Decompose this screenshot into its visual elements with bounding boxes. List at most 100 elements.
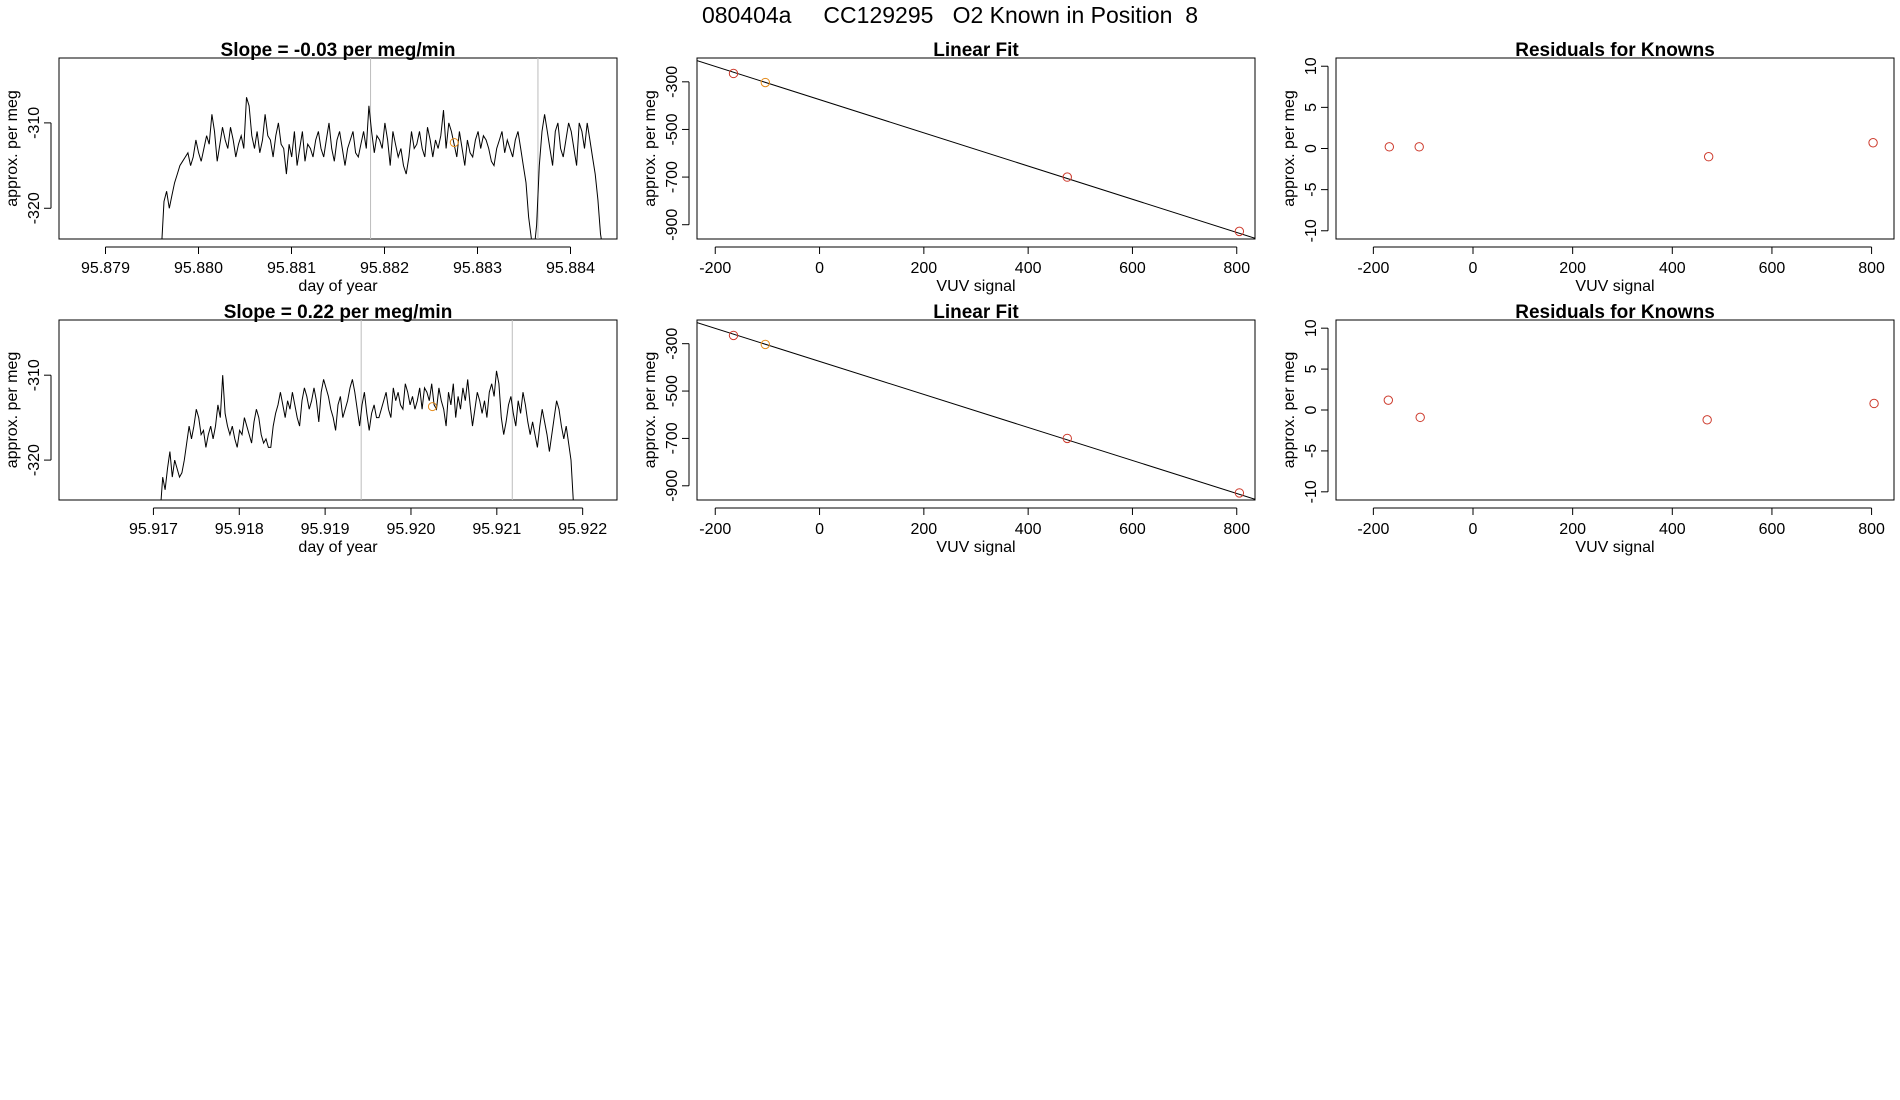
- y-tick-label: 5: [1303, 103, 1320, 112]
- x-tick-label: 600: [1759, 260, 1786, 277]
- data-point: [1383, 395, 1394, 405]
- y-axis-label: approx. per meg: [4, 90, 21, 207]
- x-tick-label: 95.884: [546, 260, 595, 277]
- plot-title: Slope = 0.22 per meg/min: [224, 302, 453, 323]
- y-tick-label: -10: [1303, 219, 1320, 242]
- x-tick-label: 600: [1119, 521, 1146, 538]
- plot-title: Slope = -0.03 per meg/min: [221, 40, 456, 61]
- y-tick-label: -310: [26, 359, 43, 391]
- chart-panel-6: Residuals for Knowns -200 0 200 400 600 800 VUV…: [1281, 302, 1895, 556]
- x-tick-label: 95.883: [453, 260, 502, 277]
- chart-panel-3: Residuals for Knowns -200 0 200 400 600 800 VUV…: [1281, 40, 1895, 295]
- x-axis-label: VUV signal: [936, 539, 1015, 556]
- x-tick-label: 0: [1469, 521, 1478, 538]
- highlight-point: [449, 138, 459, 148]
- data-point: [1234, 226, 1245, 237]
- series-line: [161, 97, 602, 239]
- x-tick-label: 800: [1223, 521, 1250, 538]
- plot-frame: [696, 319, 1256, 501]
- x-tick-label: 400: [1659, 260, 1686, 277]
- y-tick-label: -5: [1303, 182, 1320, 196]
- x-axis-label: VUV signal: [936, 278, 1015, 295]
- plot-area: [1384, 138, 1878, 162]
- y-tick-label: -500: [664, 375, 681, 407]
- x-tick-label: 200: [910, 521, 937, 538]
- x-axis-label: VUV signal: [1575, 539, 1654, 556]
- y-tick-label: -320: [26, 192, 43, 224]
- y-tick-label: -300: [664, 328, 681, 360]
- x-tick-label: 400: [1015, 521, 1042, 538]
- x-tick-label: 600: [1119, 260, 1146, 277]
- x-tick-label: 95.881: [267, 260, 316, 277]
- x-tick-label: 600: [1759, 521, 1786, 538]
- plot-area: [697, 322, 1255, 500]
- y-axis-label: approx. per meg: [1281, 352, 1298, 469]
- data-point: [1869, 398, 1879, 409]
- series-line: [160, 370, 574, 500]
- y-tick-label: 5: [1303, 365, 1320, 374]
- x-tick-label: 200: [910, 260, 937, 277]
- y-tick-label: 0: [1303, 144, 1320, 153]
- x-tick-label: 0: [815, 260, 824, 277]
- plot-area: [697, 60, 1255, 239]
- x-tick-label: 95.880: [174, 260, 223, 277]
- plot-area: [161, 58, 602, 239]
- x-tick-label: 95.921: [472, 521, 521, 538]
- y-tick-label: 10: [1303, 319, 1320, 337]
- plot-title: Linear Fit: [933, 40, 1019, 61]
- x-tick-label: 95.917: [129, 521, 178, 538]
- plot-frame: [1335, 57, 1895, 240]
- y-tick-label: -500: [664, 113, 681, 145]
- x-tick-label: 800: [1223, 260, 1250, 277]
- fit-line: [697, 60, 1255, 239]
- plot-frame: [696, 57, 1256, 240]
- x-tick-label: 800: [1858, 260, 1885, 277]
- x-tick-label: -200: [1357, 521, 1389, 538]
- data-point: [760, 77, 771, 88]
- y-tick-label: -700: [664, 422, 681, 454]
- x-tick-label: -200: [699, 521, 731, 538]
- data-point: [1234, 488, 1245, 498]
- y-tick-label: -900: [664, 470, 681, 502]
- plot-title: Residuals for Knowns: [1515, 40, 1715, 61]
- plot-title: Linear Fit: [933, 302, 1019, 323]
- y-tick-label: -310: [26, 107, 43, 139]
- x-tick-label: 400: [1015, 260, 1042, 277]
- data-point: [1414, 142, 1424, 152]
- data-point: [760, 339, 771, 350]
- y-tick-label: 0: [1303, 405, 1320, 414]
- plot-area: [160, 320, 574, 500]
- y-tick-label: -5: [1303, 444, 1320, 458]
- chart-panel-2: Linear Fit -200 0 200 400 600 800 VUV signal -30…: [642, 40, 1256, 295]
- y-tick-label: 10: [1303, 57, 1320, 75]
- chart-panel-5: Linear Fit -200 0 200 400 600 800 VUV signal -30…: [642, 302, 1256, 556]
- page-title: 080404a CC129295 O2 Known in Position 8: [701, 2, 1199, 28]
- plot-title: Residuals for Knowns: [1515, 302, 1715, 323]
- plot-frame: [58, 57, 618, 240]
- x-axis-label: day of year: [298, 539, 378, 556]
- x-tick-label: 95.920: [387, 521, 436, 538]
- x-tick-label: 95.882: [360, 260, 409, 277]
- x-tick-label: 400: [1659, 521, 1686, 538]
- x-tick-label: 0: [815, 521, 824, 538]
- chart-panel-1: Slope = -0.03 per meg/min 95.879 95.880 95.…: [4, 40, 618, 295]
- y-tick-label: -320: [26, 444, 43, 476]
- data-point: [1868, 138, 1878, 148]
- x-tick-label: 200: [1559, 260, 1586, 277]
- plot-area: [1383, 395, 1879, 425]
- x-tick-label: 95.922: [558, 521, 607, 538]
- highlight-point: [427, 402, 437, 412]
- x-tick-label: -200: [1357, 260, 1389, 277]
- data-point: [1702, 415, 1712, 425]
- data-point: [1062, 172, 1072, 182]
- x-tick-label: 800: [1858, 521, 1885, 538]
- y-tick-label: -900: [664, 209, 681, 241]
- data-point: [728, 330, 739, 341]
- plot-frame: [1335, 319, 1895, 501]
- y-tick-label: -700: [664, 161, 681, 193]
- y-tick-label: -300: [664, 66, 681, 98]
- chart-panel-4: Slope = 0.22 per meg/min 95.917 95.918 95.9…: [4, 302, 618, 556]
- data-point: [1703, 152, 1714, 162]
- x-tick-label: 0: [1469, 260, 1478, 277]
